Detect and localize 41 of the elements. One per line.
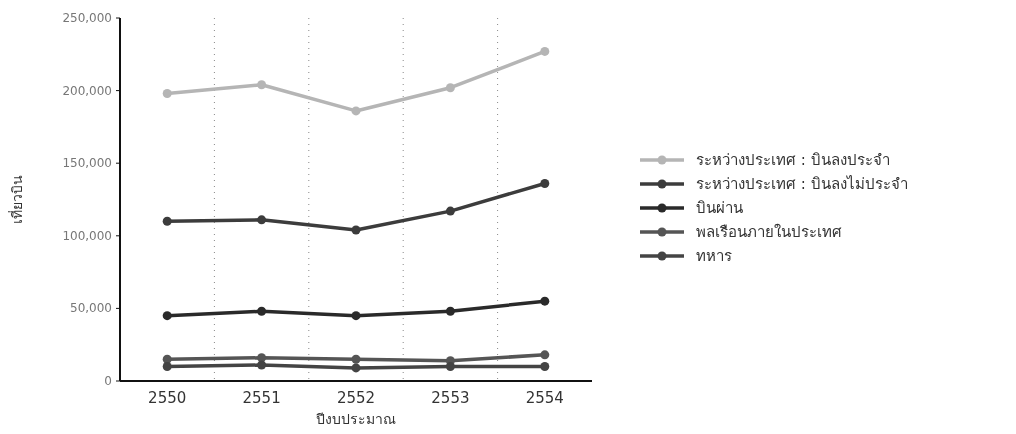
point — [540, 361, 550, 371]
legend-label: ระหว่างประเทศ : บินลงประจำ — [696, 151, 890, 169]
y-axis-title: เที่ยวบิน — [8, 175, 25, 224]
legend-label: ระหว่างประเทศ : บินลงไม่ประจำ — [696, 175, 908, 193]
point — [351, 354, 361, 364]
point — [257, 80, 267, 90]
y-tick-label: 100,000 — [62, 228, 112, 243]
legend-label: พลเรือนภายในประเทศ — [696, 223, 842, 241]
point — [540, 296, 550, 306]
point — [257, 306, 267, 316]
point — [351, 311, 361, 321]
point — [540, 350, 550, 360]
legend-label: ทหาร — [696, 247, 732, 265]
y-tick-label: 0 — [104, 374, 112, 388]
x-axis-title: ปีงบประมาณ — [316, 411, 396, 427]
point — [351, 225, 361, 235]
y-tick-label: 200,000 — [62, 83, 112, 98]
x-tick-label: 2552 — [336, 389, 376, 407]
legend-label: บินผ่าน — [696, 199, 743, 217]
x-tick-label: 2553 — [431, 389, 470, 407]
point — [162, 311, 172, 321]
point — [445, 361, 455, 371]
point — [351, 106, 361, 116]
point — [162, 89, 172, 98]
point — [257, 215, 267, 225]
y-tick-label: 250,000 — [62, 11, 112, 25]
point — [351, 363, 361, 373]
y-tick-label: 150,000 — [62, 156, 112, 171]
point — [257, 360, 267, 370]
y-tick-label: 50,000 — [70, 301, 112, 316]
x-tick-label: 2554 — [525, 389, 564, 407]
point — [445, 206, 455, 216]
point — [540, 179, 550, 189]
point — [162, 216, 172, 226]
point — [445, 306, 455, 316]
point — [445, 83, 455, 93]
point — [540, 46, 550, 56]
x-tick-label: 2551 — [242, 389, 281, 407]
point — [162, 361, 172, 371]
point — [257, 353, 267, 363]
x-tick-label: 2550 — [148, 389, 187, 407]
